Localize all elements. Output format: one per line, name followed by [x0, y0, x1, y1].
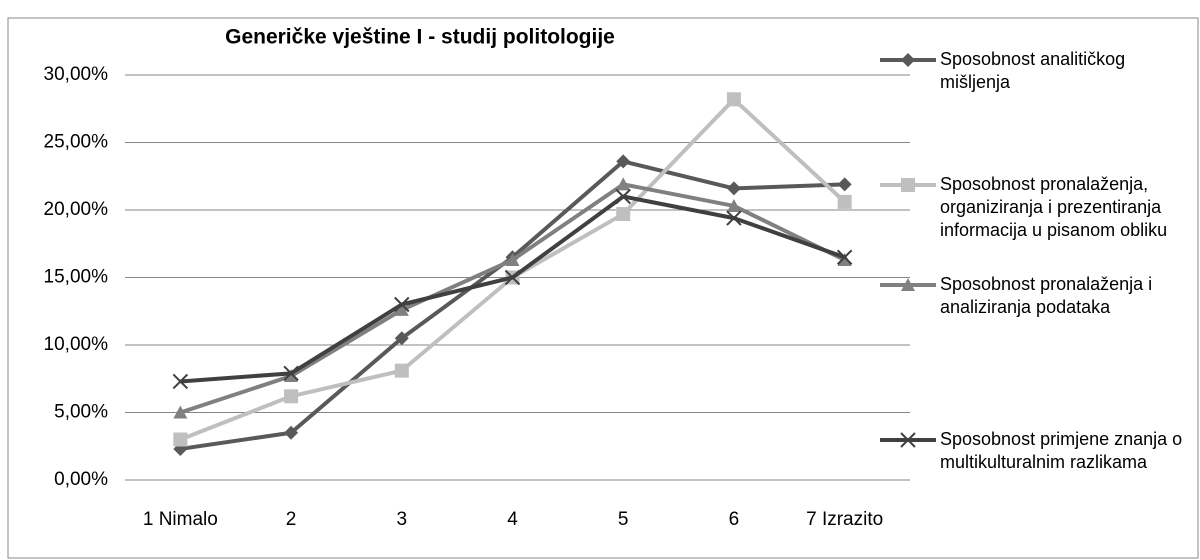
data-point — [505, 252, 520, 266]
x-tick-label: 1 Nimalo — [143, 509, 218, 530]
data-point — [394, 296, 410, 313]
data-point — [284, 425, 299, 440]
data-point — [172, 373, 189, 390]
data-point — [283, 365, 299, 382]
y-tick-label: 25,00% — [44, 132, 109, 153]
data-point — [836, 249, 853, 265]
y-tick-label: 20,00% — [44, 199, 109, 220]
legend-label: Sposobnost analitičkog mišljenja — [940, 49, 1126, 92]
data-point — [726, 181, 741, 196]
data-point — [615, 188, 631, 205]
data-point — [173, 432, 188, 447]
y-tick-label: 0,00% — [54, 469, 108, 490]
y-tick-label: 10,00% — [44, 334, 109, 355]
data-point — [394, 331, 409, 346]
data-point — [173, 405, 188, 419]
legend-marker — [901, 53, 915, 67]
data-point — [284, 369, 299, 383]
legend-label: Sposobnost primjene znanja o multikultur… — [940, 429, 1183, 472]
legend-marker — [900, 432, 916, 448]
data-point — [837, 194, 852, 209]
data-point — [726, 92, 741, 107]
data-point — [616, 207, 631, 222]
legend-label: Sposobnost pronalaženja i analiziranja p… — [940, 274, 1153, 317]
x-tick-label: 3 — [396, 509, 407, 530]
x-tick-label: 7 Izrazito — [806, 509, 883, 530]
legend-label: Sposobnost pronalaženja, organiziranja i… — [940, 174, 1168, 240]
y-tick-label: 30,00% — [44, 64, 109, 85]
data-point — [616, 177, 631, 191]
data-point — [726, 210, 742, 226]
data-point — [616, 154, 631, 169]
y-tick-label: 15,00% — [44, 267, 109, 288]
x-tick-label: 2 — [286, 509, 297, 530]
data-point — [837, 177, 852, 192]
x-tick-label: 6 — [729, 509, 740, 530]
chart-title: Generičke vještine I - studij politologi… — [225, 26, 615, 49]
data-point — [394, 302, 409, 316]
chart-border — [7, 17, 1199, 559]
x-tick-label: 4 — [507, 509, 518, 530]
y-tick-label: 5,00% — [54, 402, 108, 423]
x-tick-label: 5 — [618, 509, 629, 530]
legend-marker — [901, 278, 915, 291]
data-point — [726, 198, 741, 212]
data-point — [504, 269, 521, 286]
data-point — [837, 252, 852, 266]
legend-marker — [901, 178, 915, 192]
data-point — [394, 363, 409, 378]
data-point — [284, 389, 299, 404]
